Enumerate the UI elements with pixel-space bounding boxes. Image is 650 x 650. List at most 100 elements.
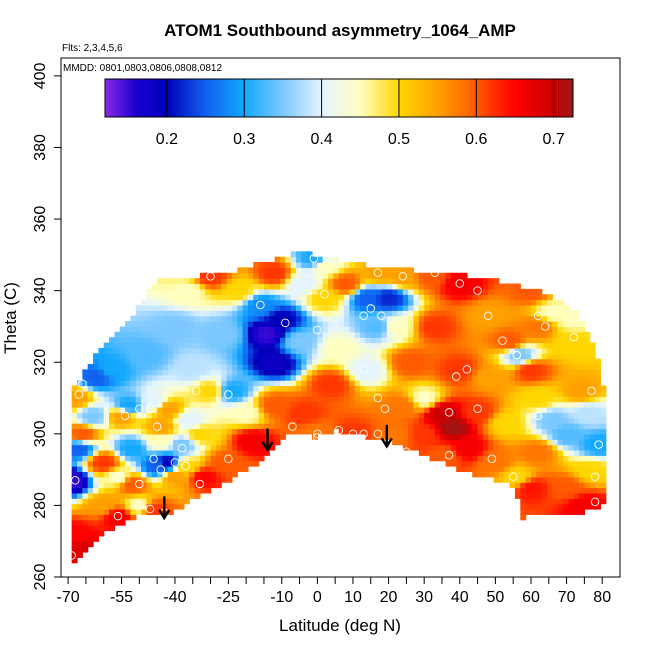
heatmap-cell <box>167 342 174 349</box>
heatmap-cell <box>167 299 174 306</box>
heatmap-cell <box>312 288 318 295</box>
heatmap-cell <box>189 342 196 349</box>
heatmap-cell <box>151 315 158 322</box>
heatmap-cell <box>231 455 238 462</box>
heatmap-cell <box>418 278 425 285</box>
heatmap-cell <box>199 439 206 446</box>
colorbar-tick-label: 0.4 <box>310 131 332 148</box>
heatmap-cell <box>440 342 447 349</box>
heatmap-cell <box>151 492 158 499</box>
heatmap-cell <box>210 299 217 306</box>
heatmap-cell <box>557 428 564 435</box>
heatmap-cell <box>189 492 196 499</box>
heatmap-cell <box>584 460 591 467</box>
heatmap-cell <box>493 466 500 473</box>
heatmap-cell <box>424 315 431 322</box>
heatmap-cell <box>488 374 495 381</box>
heatmap-cell <box>600 471 607 478</box>
heatmap-cell <box>333 278 340 285</box>
heatmap-cell <box>189 487 196 494</box>
heatmap-cell <box>103 487 110 494</box>
heatmap-cell <box>573 492 580 499</box>
heatmap-cell <box>424 337 431 344</box>
heatmap-cell <box>285 396 292 403</box>
heatmap-cell <box>472 433 479 440</box>
heatmap-cell <box>226 444 233 451</box>
heatmap-cell <box>392 380 399 387</box>
heatmap-cell <box>434 278 441 285</box>
heatmap-cell <box>563 476 569 483</box>
heatmap-cell <box>263 283 270 290</box>
heatmap-cell <box>109 417 116 424</box>
heatmap-cell <box>424 374 431 381</box>
heatmap-cell <box>269 417 276 424</box>
heatmap-cell <box>482 460 489 467</box>
heatmap-cell <box>520 433 527 440</box>
heatmap-cell <box>514 315 521 322</box>
heatmap-cell <box>205 460 212 467</box>
heatmap-cell <box>141 337 148 344</box>
heatmap-cell <box>77 514 83 521</box>
heatmap-cell <box>520 321 527 328</box>
heatmap-cell <box>322 396 329 403</box>
heatmap-cell <box>130 315 137 322</box>
heatmap-cell <box>520 294 527 301</box>
heatmap-cell <box>354 380 361 387</box>
heatmap-cell <box>290 358 297 365</box>
heatmap-cell <box>93 525 99 532</box>
heatmap-cell <box>595 487 602 494</box>
heatmap-cell <box>162 283 169 290</box>
heatmap-cell <box>579 326 585 333</box>
heatmap-cell <box>472 353 479 360</box>
heatmap-cell <box>466 423 473 430</box>
heatmap-cell <box>584 498 591 505</box>
heatmap-cell <box>130 449 137 456</box>
heatmap-cell <box>536 315 543 322</box>
heatmap-cell <box>290 294 297 301</box>
heatmap-cell <box>408 406 415 413</box>
heatmap-cell <box>472 347 479 354</box>
heatmap-cell <box>279 267 286 274</box>
heatmap-cell <box>370 315 377 322</box>
heatmap-cell <box>237 337 244 344</box>
heatmap-cell <box>93 530 99 537</box>
heatmap-cell <box>530 304 537 311</box>
heatmap-cell <box>87 519 94 526</box>
heatmap-cell <box>205 310 212 317</box>
heatmap-cell <box>317 310 324 317</box>
heatmap-cell <box>317 272 324 279</box>
heatmap-cell <box>237 310 244 317</box>
heatmap-cell <box>258 374 265 381</box>
heatmap-cell <box>103 433 110 440</box>
heatmap-cell <box>557 406 564 413</box>
heatmap-cell <box>482 390 489 397</box>
heatmap-cell <box>333 353 340 360</box>
heatmap-cell <box>472 460 479 467</box>
heatmap-cell <box>509 390 516 397</box>
heatmap-cell <box>253 262 260 268</box>
heatmap-cell <box>557 342 564 349</box>
heatmap-cell <box>514 487 521 494</box>
heatmap-cell <box>536 503 543 510</box>
heatmap-cell <box>114 406 121 413</box>
heatmap-cell <box>77 444 83 451</box>
heatmap-cell <box>258 444 265 451</box>
heatmap-cell <box>328 304 334 311</box>
heatmap-cell <box>354 326 361 333</box>
heatmap-cell <box>167 433 174 440</box>
heatmap-cell <box>472 466 479 473</box>
heatmap-cell <box>370 423 377 430</box>
heatmap-cell <box>504 342 511 349</box>
heatmap-cell <box>141 417 148 424</box>
heatmap-cell <box>466 466 473 473</box>
heatmap-cell <box>205 374 212 381</box>
heatmap-cell <box>360 423 367 430</box>
heatmap-cell <box>194 288 201 295</box>
heatmap-cell <box>397 304 404 311</box>
heatmap-cell <box>370 310 377 317</box>
heatmap-cell <box>178 498 185 505</box>
heatmap-cell <box>584 476 591 483</box>
heatmap-cell <box>563 417 569 424</box>
x-tick-label: 70 <box>558 589 576 606</box>
heatmap-cell <box>328 337 334 344</box>
